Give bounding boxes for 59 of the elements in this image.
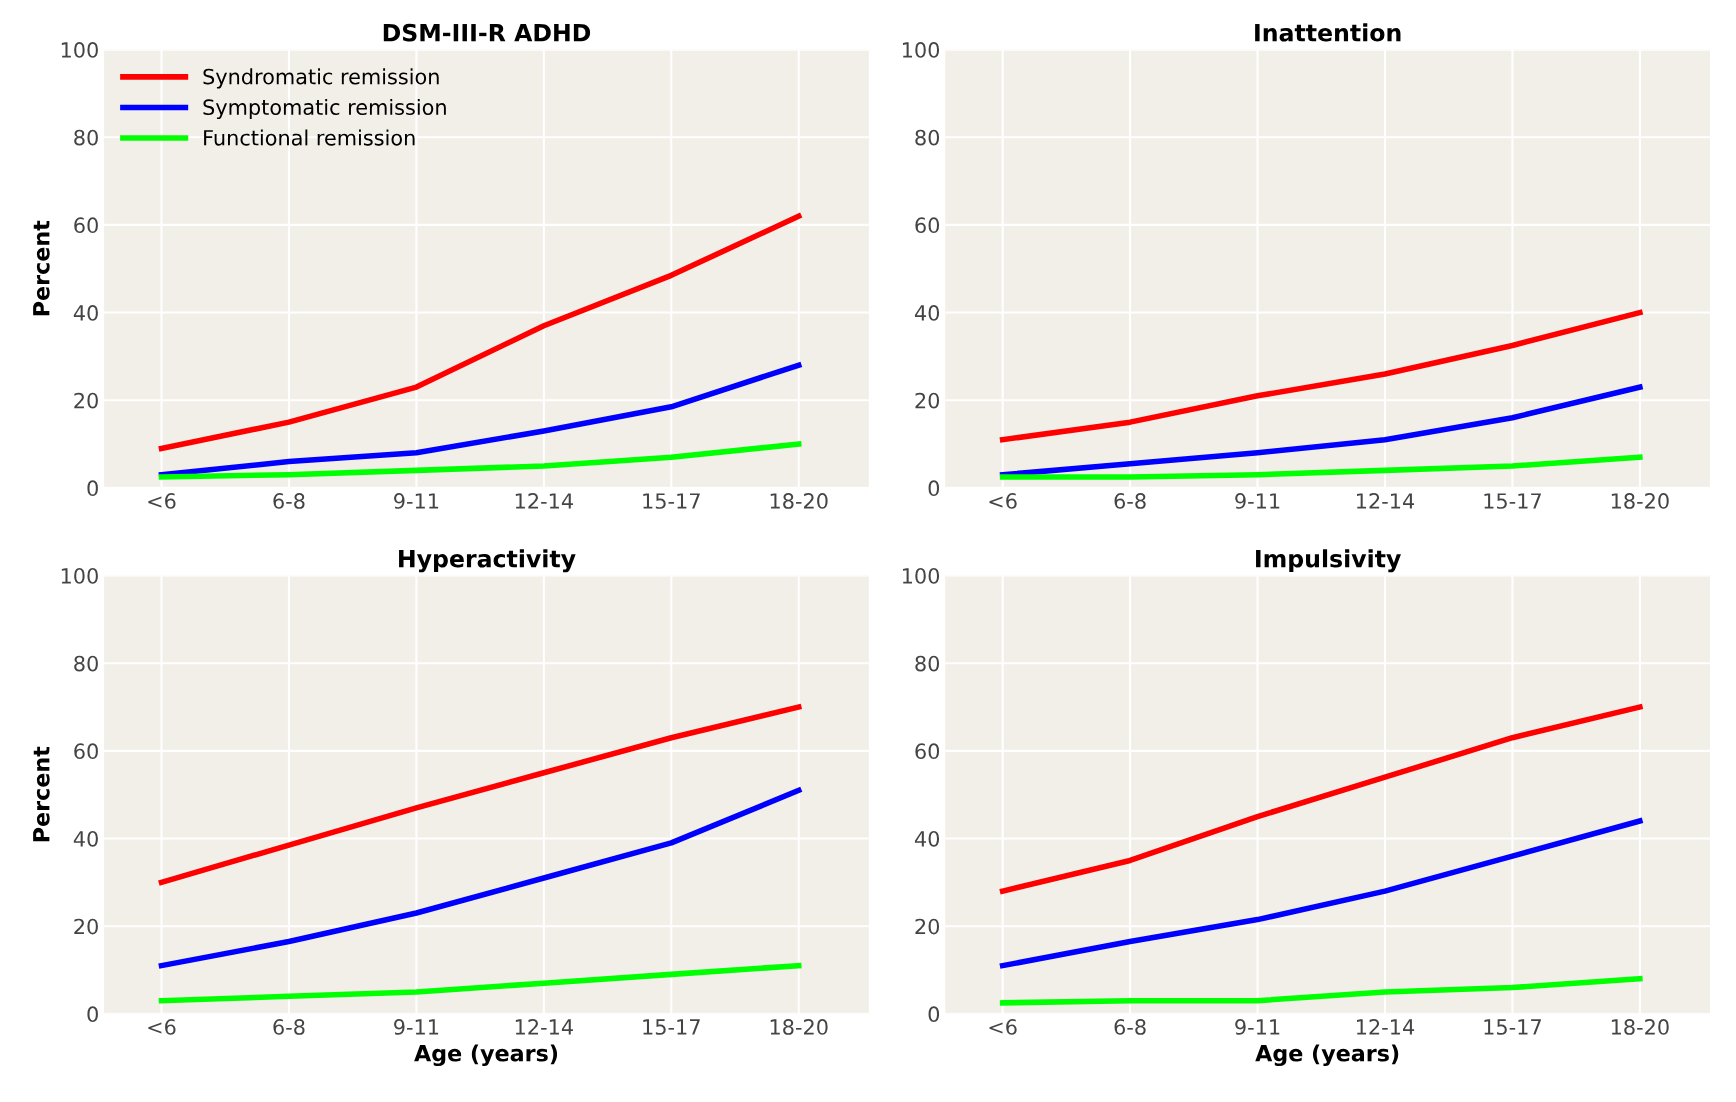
y-tick-label: 0	[87, 480, 98, 497]
x-tick-label: <6	[148, 493, 176, 509]
x-tick-label: 9-11	[1235, 1019, 1280, 1035]
x-tick-label: <6	[989, 493, 1017, 509]
chart-title: Impulsivity	[1256, 549, 1401, 573]
x-tick-label: <6	[148, 1019, 176, 1035]
x-tick-label: 18-20	[1611, 1019, 1669, 1035]
y-tick-label: 80	[74, 129, 98, 146]
x-tick-label: <6	[989, 1019, 1017, 1035]
x-tick-label: 6-8	[273, 493, 305, 509]
chart-title: DSM-III-R ADHD	[383, 23, 591, 42]
x-tick-label: 12-14	[1357, 1019, 1415, 1035]
y-tick-label: 40	[914, 305, 940, 321]
y-tick-label: 80	[915, 129, 940, 146]
x-tick-label: 9-11	[394, 493, 439, 509]
x-tick-label: 15-17	[643, 493, 700, 509]
y-tick-label: 60	[74, 743, 98, 760]
y-tick-label: 0	[928, 480, 940, 497]
y-tick-label: 40	[73, 830, 98, 847]
x-axis-title: Age (years)	[414, 1044, 558, 1067]
x-tick-label: 15-17	[643, 1019, 700, 1035]
y-tick-label: 0	[87, 1006, 98, 1023]
y-tick-label: 100	[61, 42, 98, 58]
y-tick-label: 20	[915, 392, 940, 409]
x-tick-label: 6-8	[1114, 493, 1146, 509]
y-axis-title: Percent	[33, 746, 50, 842]
x-tick-label: 18-20	[770, 493, 828, 509]
x-axis-title: Age (years)	[1255, 1044, 1399, 1067]
y-tick-label: 0	[928, 1006, 940, 1023]
y-tick-label: 60	[915, 217, 940, 234]
x-tick-label: 6-8	[273, 1019, 305, 1035]
x-tick-label: 15-17	[1484, 1019, 1541, 1035]
chart-title: Hyperactivity	[399, 549, 576, 573]
legend-label: Functional remission	[204, 129, 415, 146]
y-tick-label: 40	[73, 305, 98, 321]
chart-title: Inattention	[1255, 23, 1401, 42]
y-axis-title: Percent	[33, 220, 50, 316]
y-tick-label: 40	[914, 830, 940, 847]
y-tick-label: 60	[915, 743, 940, 760]
x-tick-label: 15-17	[1484, 493, 1541, 509]
x-tick-label: 12-14	[1357, 493, 1415, 509]
legend-label: Symptomatic remission	[203, 98, 446, 120]
y-tick-label: 80	[74, 655, 98, 672]
y-tick-label: 20	[74, 392, 98, 409]
y-tick-label: 80	[915, 655, 940, 672]
x-tick-label: 18-20	[1611, 493, 1669, 509]
y-tick-label: 60	[74, 217, 98, 234]
legend-label: Syndromatic remission	[203, 68, 439, 89]
y-tick-label: 20	[915, 918, 940, 935]
x-tick-label: 9-11	[1235, 493, 1280, 509]
x-tick-label: 6-8	[1114, 1019, 1146, 1035]
x-tick-label: 12-14	[515, 1019, 573, 1035]
x-tick-label: 9-11	[394, 1019, 439, 1035]
x-tick-label: 12-14	[515, 493, 573, 509]
y-tick-label: 100	[902, 42, 940, 58]
y-tick-label: 100	[61, 568, 98, 584]
x-tick-label: 18-20	[770, 1019, 828, 1035]
y-tick-label: 100	[902, 568, 940, 584]
y-tick-label: 20	[74, 918, 98, 935]
